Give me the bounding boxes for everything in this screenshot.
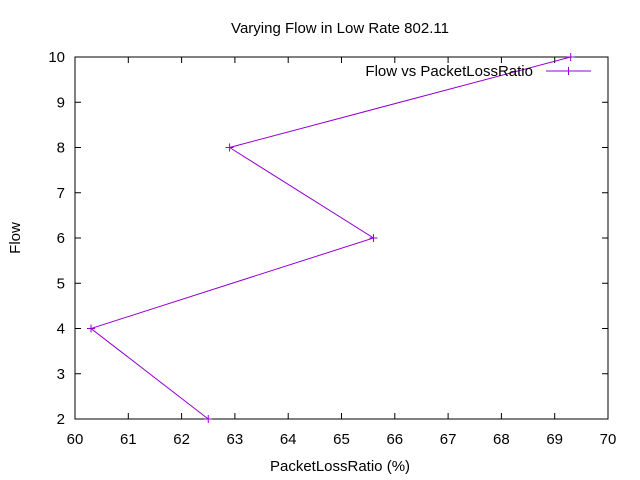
x-tick-label: 69	[546, 431, 563, 448]
chart-title: Varying Flow in Low Rate 802.11	[231, 20, 449, 37]
series-layer	[86, 53, 575, 423]
x-tick-label: 61	[120, 431, 137, 448]
plot-area-frame	[74, 56, 609, 420]
y-tick-label: 3	[57, 366, 65, 383]
y-tick-label: 5	[57, 275, 65, 292]
x-axis: 60 61 62 63 64 65 66 67 68 69 70	[67, 57, 617, 448]
x-tick-label: 62	[173, 431, 190, 448]
y-tick-label: 10	[48, 49, 65, 66]
legend-marker-plus	[564, 67, 573, 75]
y-tick-label: 2	[57, 411, 65, 428]
legend-marker	[564, 67, 573, 75]
y-tick-label: 7	[57, 185, 65, 202]
x-tick-label: 68	[493, 431, 510, 448]
y-tick-label: 6	[57, 230, 65, 247]
y-tick-label: 9	[57, 94, 65, 111]
x-tick-label: 70	[600, 431, 617, 448]
x-tick-label: 65	[333, 431, 350, 448]
x-axis-label: PacketLossRatio (%)	[270, 458, 410, 475]
y-axis-label: Flow	[7, 222, 24, 254]
x-tick-label: 64	[280, 431, 297, 448]
y-axis: 2 3 4 5 6 7 8 9 10	[48, 49, 608, 428]
legend: Flow vs PacketLossRatio	[365, 63, 591, 80]
x-tick-label: 67	[440, 431, 457, 448]
data-point	[204, 415, 213, 423]
y-tick-label: 4	[57, 321, 65, 338]
data-point	[369, 234, 378, 242]
series-line	[89, 56, 571, 420]
x-tick-label: 63	[227, 431, 244, 448]
y-tick-label: 8	[57, 140, 65, 157]
x-tick-label: 66	[386, 431, 403, 448]
data-point	[86, 324, 95, 333]
data-point	[566, 53, 575, 61]
legend-label: Flow vs PacketLossRatio	[365, 63, 533, 80]
x-tick-label: 60	[67, 431, 84, 448]
data-point	[225, 143, 234, 152]
